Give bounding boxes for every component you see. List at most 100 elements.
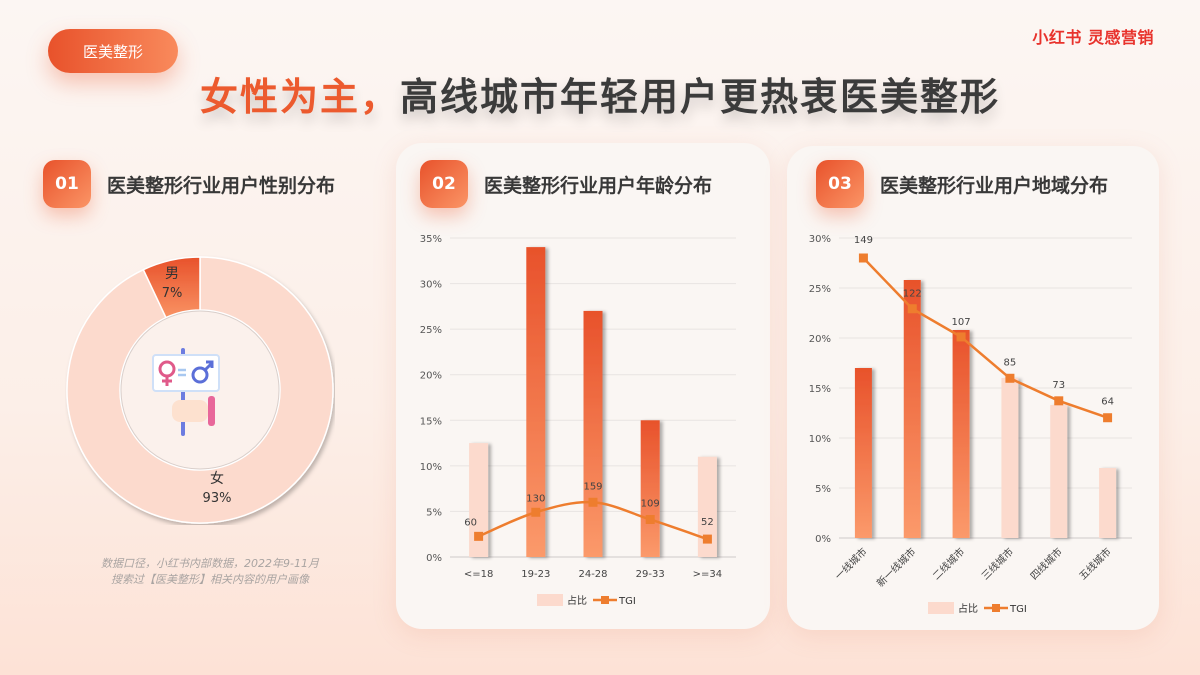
section-number-badge: 01 xyxy=(43,160,91,208)
y-tick-label: 30% xyxy=(809,234,831,245)
page-title-rest: 高线城市年轻用户更热衷医美整形 xyxy=(400,75,1001,119)
legend-label-share: 占比 xyxy=(958,602,978,615)
donut-slice-female xyxy=(66,256,334,524)
data-source-note: 数据口径，小红书内部数据，2022年9-11月 搜索过【医美整形】相关内容的用户… xyxy=(60,556,360,588)
section-region-header: 03 医美整形行业用户地域分布 xyxy=(816,160,1108,208)
gender-equality-sign-icon xyxy=(152,348,220,436)
bar xyxy=(640,420,660,557)
y-tick-label: 0% xyxy=(815,534,831,545)
y-tick-label: 15% xyxy=(809,384,831,395)
x-tick-label: 二线城市 xyxy=(930,545,967,582)
tgi-label: 107 xyxy=(952,317,971,328)
label-female: 女 xyxy=(210,470,224,487)
section-gender-header: 01 医美整形行业用户性别分布 xyxy=(43,160,335,208)
x-axis: 一线城市 新一线城市 二线城市 三线城市 四线城市 五线城市 xyxy=(832,545,1114,590)
tgi-label: 149 xyxy=(854,235,873,246)
legend-swatch-bar xyxy=(537,594,563,606)
tgi-label: 60 xyxy=(464,517,477,528)
label-male: 男 xyxy=(165,266,179,282)
page-title-highlight: 女性为主， xyxy=(199,75,400,119)
category-tag: 医美整形 xyxy=(48,29,178,73)
y-tick-label: 25% xyxy=(420,325,442,336)
tgi-marker xyxy=(645,514,655,524)
section-number-badge: 03 xyxy=(816,160,864,208)
y-axis: 0% 5% 10% 15% 20% 25% 30% xyxy=(809,234,1132,545)
x-tick-label: >=34 xyxy=(693,569,722,580)
tgi-marker xyxy=(1054,396,1064,406)
x-tick-label: 24-28 xyxy=(578,569,607,580)
y-tick-label: 10% xyxy=(809,434,831,445)
bar xyxy=(952,330,970,538)
section-title: 医美整形行业用户年龄分布 xyxy=(484,174,713,197)
x-tick-label: 19-23 xyxy=(521,569,550,580)
x-tick-label: 一线城市 xyxy=(832,545,869,582)
y-tick-label: 35% xyxy=(420,234,442,245)
tgi-label: 85 xyxy=(1004,357,1017,368)
x-tick-label: <=18 xyxy=(464,569,493,580)
tgi-label: 122 xyxy=(903,289,922,300)
y-tick-label: 15% xyxy=(420,416,442,427)
data-source-line1: 数据口径，小红书内部数据，2022年9-11月 xyxy=(101,557,319,570)
tgi-marker xyxy=(702,534,712,544)
bar xyxy=(697,456,717,557)
brand-logo: 小红书 灵感营销 xyxy=(1032,28,1154,47)
page-title: 女性为主，高线城市年轻用户更热衷医美整形 xyxy=(0,66,1200,121)
tgi-marker xyxy=(858,253,868,263)
legend-swatch-line xyxy=(992,604,1000,612)
tgi-marker xyxy=(474,531,484,541)
y-tick-label: 0% xyxy=(426,553,442,564)
x-axis: <=18 19-23 24-28 29-33 >=34 xyxy=(464,569,722,580)
bar-series xyxy=(854,280,1117,538)
age-distribution-card: 0% 5% 10% 15% 20% 25% 30% 35% <=18 19-23 24-28 29-3… xyxy=(396,143,770,629)
tgi-label: 109 xyxy=(641,498,660,509)
chart-legend: 占比 TGI xyxy=(928,602,1027,615)
x-tick-label: 29-33 xyxy=(636,569,665,580)
tgi-label: 52 xyxy=(701,517,714,528)
gender-donut-chart: 男 7% 女 93% xyxy=(65,255,335,525)
tgi-marker xyxy=(907,304,917,314)
tgi-marker xyxy=(1005,373,1015,383)
x-tick-label: 三线城市 xyxy=(979,545,1016,582)
bar xyxy=(526,247,546,557)
section-title: 医美整形行业用户地域分布 xyxy=(880,174,1109,197)
section-title: 医美整形行业用户性别分布 xyxy=(107,174,336,197)
bar xyxy=(1001,378,1019,538)
x-tick-label: 新一线城市 xyxy=(874,545,919,590)
y-tick-label: 5% xyxy=(426,507,442,518)
tgi-label: 159 xyxy=(583,481,602,492)
y-tick-label: 20% xyxy=(809,334,831,345)
y-tick-label: 25% xyxy=(809,284,831,295)
region-distribution-card: 0% 5% 10% 15% 20% 25% 30% 一线城市 新一线城市 二线城市 三线城市 四线城市… xyxy=(787,146,1159,630)
tgi-marker xyxy=(1103,413,1113,423)
data-source-line2: 搜索过【医美整形】相关内容的用户画像 xyxy=(111,573,309,586)
bar xyxy=(903,280,921,538)
legend-swatch-bar xyxy=(928,602,954,614)
bar xyxy=(583,310,603,557)
section-number-badge: 02 xyxy=(420,160,468,208)
label-female-pct: 93% xyxy=(203,491,232,506)
section-age-header: 02 医美整形行业用户年龄分布 xyxy=(420,160,712,208)
tgi-line-series: 149 122 107 85 73 64 xyxy=(854,235,1114,423)
bar xyxy=(469,443,489,557)
tgi-marker xyxy=(588,497,598,507)
y-axis: 0% 5% 10% 15% 20% 25% 30% 35% xyxy=(420,234,736,564)
y-tick-label: 20% xyxy=(420,371,442,382)
tgi-label: 64 xyxy=(1101,397,1114,408)
legend-label-tgi: TGI xyxy=(1009,604,1027,615)
bar xyxy=(854,368,872,538)
tgi-label: 130 xyxy=(526,493,545,504)
tgi-line-series: 60 130 159 109 52 xyxy=(464,481,714,544)
donut-slice-male xyxy=(142,256,201,319)
x-tick-label: 四线城市 xyxy=(1027,545,1064,582)
donut-ring xyxy=(66,256,334,524)
label-male-pct: 7% xyxy=(162,286,183,301)
tgi-marker xyxy=(956,332,966,342)
bar xyxy=(1099,468,1117,538)
legend-label-share: 占比 xyxy=(567,594,587,607)
y-tick-label: 5% xyxy=(815,484,831,495)
chart-legend: 占比 TGI xyxy=(537,594,636,607)
tgi-label: 73 xyxy=(1052,380,1065,391)
legend-label-tgi: TGI xyxy=(618,596,636,607)
y-tick-label: 10% xyxy=(420,462,442,473)
bar-series xyxy=(469,247,717,557)
